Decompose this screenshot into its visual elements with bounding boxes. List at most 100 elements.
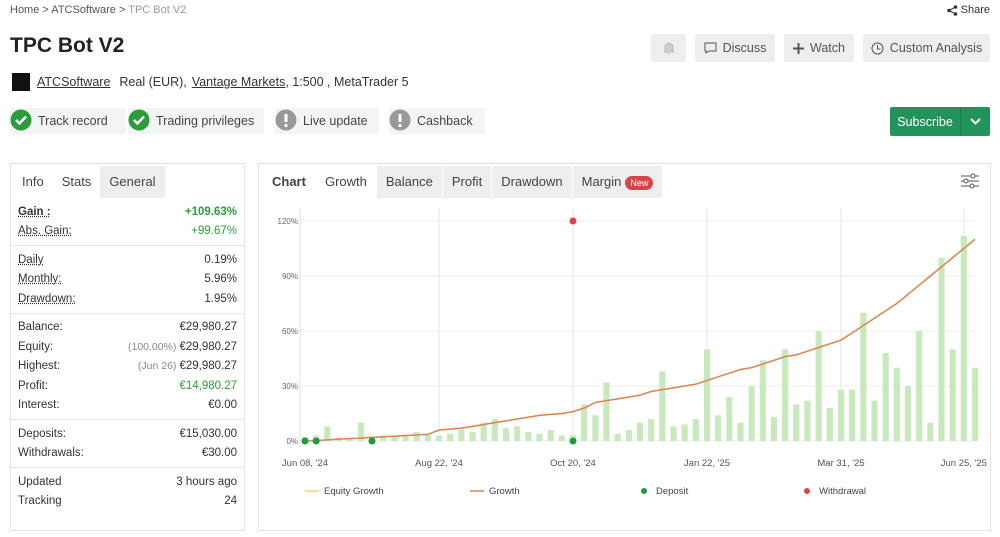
crumb[interactable]: Home bbox=[10, 4, 40, 16]
stats-tabs: Info Stats General bbox=[11, 164, 244, 198]
bar bbox=[402, 435, 409, 441]
settings-icon[interactable] bbox=[960, 172, 980, 190]
button-label: Discuss bbox=[722, 41, 767, 55]
bar bbox=[882, 353, 889, 441]
bar bbox=[703, 349, 711, 441]
share[interactable]: Share bbox=[946, 4, 990, 16]
broker-link[interactable]: Vantage Markets bbox=[191, 75, 286, 89]
owner-link[interactable]: ATCSoftware bbox=[37, 75, 111, 89]
stat-label: Tracking bbox=[18, 495, 62, 508]
bar bbox=[893, 367, 900, 441]
stat-value-wrap: 3 hours ago bbox=[176, 476, 237, 488]
chevron bbox=[970, 117, 981, 125]
avatar bbox=[12, 73, 30, 91]
stat-value-wrap: +109.63% bbox=[185, 206, 237, 218]
tab[interactable]: Margin New bbox=[572, 166, 663, 198]
legend-swatch bbox=[804, 488, 810, 494]
account: Real (EUR), bbox=[119, 75, 187, 89]
stat-value: €0.00 bbox=[208, 399, 237, 412]
stat-label: Highest: bbox=[18, 360, 61, 373]
discuss-button[interactable]: Discuss bbox=[695, 34, 775, 62]
bar bbox=[960, 235, 967, 441]
bar bbox=[458, 430, 465, 441]
stats-row: Deposits: €15,030.00 bbox=[11, 424, 244, 444]
bar bbox=[949, 349, 956, 441]
bar bbox=[793, 404, 800, 441]
badge-label: Trading privileges bbox=[156, 114, 255, 128]
stats-group: Balance: €29,980.27 Equity: (100.00%) €29,98… bbox=[11, 312, 244, 420]
tab[interactable]: Info bbox=[13, 166, 53, 198]
stat-value-wrap: 0.19% bbox=[204, 254, 237, 266]
tab[interactable]: Profit bbox=[442, 166, 492, 198]
x-tick-label: Jan 22, '25 bbox=[684, 458, 730, 469]
stats-row: Profit: €14,980.27 bbox=[11, 376, 244, 396]
share-label: Share bbox=[960, 4, 990, 16]
bar bbox=[525, 431, 532, 441]
stats-group: Deposits: €15,030.00 Withdrawals: €30.00 bbox=[11, 419, 244, 467]
bar bbox=[357, 422, 364, 441]
bar bbox=[938, 257, 945, 441]
stats-row: Balance: €29,980.27 bbox=[11, 318, 244, 338]
bar bbox=[826, 408, 833, 441]
icon bbox=[871, 42, 884, 54]
tab[interactable]: Stats bbox=[52, 166, 101, 198]
notify-button[interactable] bbox=[651, 34, 686, 62]
bar bbox=[726, 397, 733, 441]
stat-label: Drawdown: bbox=[18, 292, 76, 305]
bar bbox=[614, 433, 621, 441]
bar bbox=[435, 435, 443, 441]
bar bbox=[324, 426, 331, 441]
badge-label: Track record bbox=[38, 114, 108, 128]
stats-group: Gain : +109.63% Abs. Gain: +99.67% bbox=[11, 198, 244, 245]
stat-value-wrap: 24 bbox=[224, 495, 237, 507]
stat-label: Gain : bbox=[18, 205, 51, 218]
bar bbox=[692, 419, 699, 441]
crumb[interactable]: ATCSoftware bbox=[51, 4, 116, 16]
bar bbox=[681, 424, 688, 441]
badge: Live update bbox=[275, 108, 379, 134]
stat-value: 24 bbox=[224, 495, 237, 508]
stat-label: Profit: bbox=[18, 379, 49, 392]
stat-value-wrap: +99.67% bbox=[191, 225, 237, 237]
account-details: , 1:500 , MetaTrader 5 bbox=[285, 75, 409, 89]
subscribe-button[interactable]: Subscribe bbox=[890, 107, 990, 136]
stat-label: Balance: bbox=[18, 321, 63, 334]
bar bbox=[871, 400, 878, 441]
bar bbox=[536, 433, 543, 441]
stat-label: Daily bbox=[18, 253, 44, 266]
bar bbox=[971, 367, 979, 441]
watch-button[interactable]: Watch bbox=[784, 34, 854, 62]
stats-row: Highest: (Jun 26) €29,980.27 bbox=[11, 357, 244, 377]
badge-label: Live update bbox=[303, 114, 368, 128]
bar bbox=[659, 371, 666, 441]
bar bbox=[592, 415, 599, 441]
stat-label: Updated bbox=[18, 475, 62, 488]
stat-value: 0.19% bbox=[204, 253, 237, 266]
icon bbox=[793, 42, 805, 54]
stat-value-wrap: 1.95% bbox=[204, 293, 237, 305]
stat-value: +99.67% bbox=[191, 225, 237, 238]
separator: > bbox=[118, 4, 126, 16]
badge-label: Cashback bbox=[417, 114, 473, 128]
stat-value-wrap: (Jun 26) €29,980.27 bbox=[138, 360, 237, 372]
y-tick-label: 0% bbox=[286, 437, 298, 446]
tab[interactable]: Drawdown bbox=[492, 166, 572, 198]
dot bbox=[569, 437, 577, 445]
share-icon bbox=[946, 4, 957, 16]
tab[interactable]: Balance bbox=[376, 166, 442, 198]
bar bbox=[558, 435, 565, 441]
bar bbox=[770, 417, 778, 441]
stats-row: Gain : +109.63% bbox=[11, 202, 244, 222]
stat-label: Monthly: bbox=[18, 273, 62, 286]
tab[interactable]: General bbox=[100, 166, 165, 198]
tab[interactable]: Growth bbox=[315, 166, 376, 198]
bar bbox=[346, 439, 353, 441]
crumb: TPC Bot V2 bbox=[128, 4, 187, 16]
stat-value: €30.00 bbox=[201, 447, 237, 460]
custom-analysis-button[interactable]: Custom Analysis bbox=[863, 34, 990, 62]
bar bbox=[759, 360, 766, 441]
stats-list: Gain : +109.63% Abs. Gain: +99.67% Daily 0.19… bbox=[11, 198, 244, 515]
x-tick-label: Oct 20, '24 bbox=[550, 458, 596, 469]
